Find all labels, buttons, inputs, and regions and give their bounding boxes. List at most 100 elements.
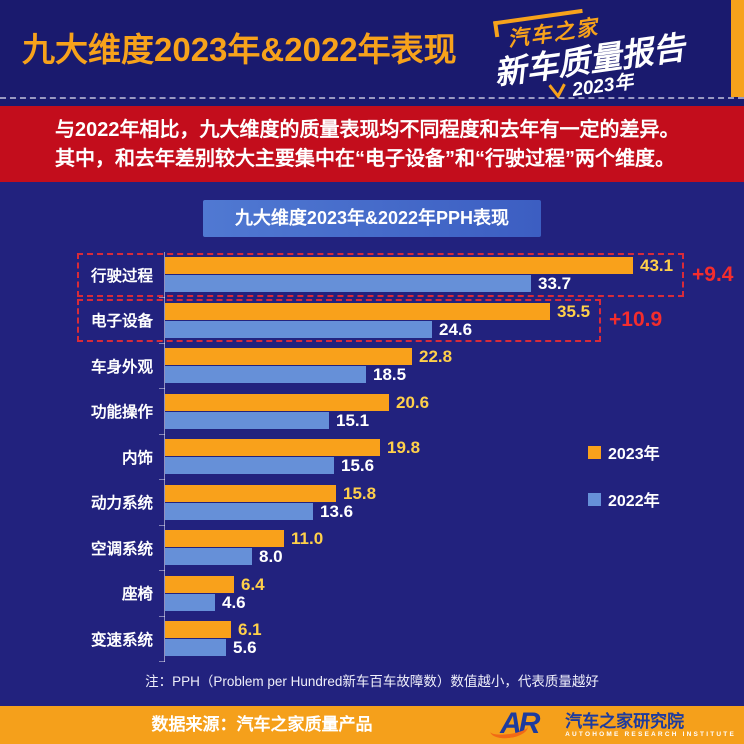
autohome-research-logo: AR 汽车之家研究院 AUTOHOME RESEARCH INSTITUTE xyxy=(489,706,736,744)
value-label: 6.1 xyxy=(238,620,262,640)
category-label: 动力系统 xyxy=(90,495,153,513)
value-label: 13.6 xyxy=(320,501,354,521)
value-label: 4.6 xyxy=(222,592,246,612)
chart-row: 车身外观 22.8 18.5 xyxy=(0,343,744,389)
bar-group: 6.4 4.6 xyxy=(159,570,744,616)
value-label: 20.6 xyxy=(396,392,430,412)
value-label: 24.6 xyxy=(439,319,473,339)
bar-2022年 xyxy=(165,457,334,475)
bar-line: 8.0 xyxy=(165,547,744,567)
bar-2023年 xyxy=(165,302,550,320)
bar-group: 43.1 33.7 xyxy=(159,252,744,298)
category-label: 变速系统 xyxy=(90,631,153,649)
chart-row: 功能操作 20.6 15.1 xyxy=(0,388,744,434)
legend-marker xyxy=(588,445,601,459)
chart-note: 注：PPH（Problem per Hundred新车百车故障数）数值越小，代表… xyxy=(145,674,599,689)
category-label: 行驶过程 xyxy=(90,267,153,285)
value-label: 11.0 xyxy=(291,529,324,549)
chart-legend: 2023年 2022年 xyxy=(588,442,660,510)
bar-line: 35.5 xyxy=(165,301,744,321)
bar-line: 20.6 xyxy=(165,392,744,412)
legend-label: 2023年 xyxy=(608,446,660,463)
org-name-en: AUTOHOME RESEARCH INSTITUTE xyxy=(565,731,736,738)
diff-annotation: +9.4 xyxy=(692,262,734,286)
chart-row: 变速系统 6.1 5.6 xyxy=(0,616,744,662)
bar-2022年 xyxy=(165,502,313,520)
category-label: 功能操作 xyxy=(90,404,153,422)
category-label: 内饰 xyxy=(121,449,153,467)
category-label: 电子设备 xyxy=(90,313,153,331)
bar-chart: 行驶过程 43.1 33.7 +9.4 电子设备 35.5 24.6 +10.9 车身外观 22.… xyxy=(0,252,744,662)
value-label: 8.0 xyxy=(259,547,283,567)
bar-line: 19.8 xyxy=(165,438,744,458)
bar-group: 15.8 13.6 xyxy=(159,479,744,525)
highlight-box xyxy=(77,253,684,297)
legend-marker xyxy=(588,492,601,506)
bar-2023年 xyxy=(165,484,336,502)
bar-line: 43.1 xyxy=(165,256,744,276)
header-divider xyxy=(0,97,744,99)
value-label: 6.4 xyxy=(241,574,265,594)
value-label: 35.5 xyxy=(557,301,591,321)
value-label: 18.5 xyxy=(373,365,407,385)
chart-row: 行驶过程 43.1 33.7 +9.4 xyxy=(0,252,744,298)
bar-2023年 xyxy=(165,393,389,411)
bar-2022年 xyxy=(165,320,432,338)
bar-2023年 xyxy=(165,348,412,366)
header: 九大维度2023年&2022年表现 汽车之家 新车质量报告 2023年 xyxy=(0,0,744,101)
bar-group: 22.8 18.5 xyxy=(159,343,744,389)
bar-group: 6.1 5.6 xyxy=(159,616,744,662)
bar-line: 33.7 xyxy=(165,274,744,294)
bar-2023年 xyxy=(165,530,284,548)
bar-line: 15.1 xyxy=(165,410,744,430)
value-label: 22.8 xyxy=(419,347,453,367)
summary-banner: 与2022年相比，九大维度的质量表现均不同程度和去年有一定的差异。 其中，和去年… xyxy=(0,106,744,182)
bar-line: 22.8 xyxy=(165,347,744,367)
diff-annotation: +10.9 xyxy=(609,308,663,332)
brand-logo: 汽车之家 新车质量报告 2023年 xyxy=(487,0,726,111)
chart-panel: 九大维度2023年&2022年PPH表现 行驶过程 43.1 33.7 +9.4 电子设… xyxy=(0,182,744,706)
value-label: 19.8 xyxy=(387,438,421,458)
value-label: 43.1 xyxy=(640,256,674,276)
org-name-block: 汽车之家研究院 AUTOHOME RESEARCH INSTITUTE xyxy=(565,712,736,738)
bar-line: 18.5 xyxy=(165,365,744,385)
chart-row: 动力系统 15.8 13.6 xyxy=(0,479,744,525)
bar-line: 15.6 xyxy=(165,456,744,476)
bar-line: 24.6 xyxy=(165,319,744,339)
bar-2023年 xyxy=(165,621,231,639)
value-label: 15.1 xyxy=(336,410,370,430)
highlight-box xyxy=(77,298,601,342)
chart-row: 空调系统 11.0 8.0 xyxy=(0,525,744,571)
category-label: 车身外观 xyxy=(90,358,153,376)
footer: 数据来源：汽车之家质量产品 AR 汽车之家研究院 AUTOHOME RESEAR… xyxy=(0,706,744,744)
bar-line: 6.1 xyxy=(165,620,744,640)
bar-2022年 xyxy=(165,639,226,657)
chart-row: 内饰 19.8 15.6 xyxy=(0,434,744,480)
bar-2022年 xyxy=(165,411,329,429)
data-source-text: 数据来源：汽车之家质量产品 xyxy=(151,715,373,734)
bar-line: 11.0 xyxy=(165,529,744,549)
legend-item: 2023年 xyxy=(588,442,660,463)
value-label: 15.6 xyxy=(341,456,375,476)
chart-row: 电子设备 35.5 24.6 +10.9 xyxy=(0,297,744,343)
chart-title: 九大维度2023年&2022年PPH表现 xyxy=(203,200,541,237)
value-label: 15.8 xyxy=(343,483,377,503)
bar-line: 13.6 xyxy=(165,501,744,521)
ar-logo-icon: AR xyxy=(489,706,556,744)
page-title: 九大维度2023年&2022年表现 xyxy=(22,31,457,68)
category-label: 空调系统 xyxy=(90,540,153,558)
checkmark-icon xyxy=(548,83,566,99)
bar-line: 5.6 xyxy=(165,639,744,657)
bar-group: 11.0 8.0 xyxy=(159,525,744,571)
legend-label: 2022年 xyxy=(608,493,660,510)
chart-row: 座椅 6.4 4.6 xyxy=(0,570,744,616)
bar-line: 15.8 xyxy=(165,483,744,503)
value-label: 33.7 xyxy=(538,274,572,294)
bar-line: 4.6 xyxy=(165,592,744,612)
bar-2022年 xyxy=(165,275,531,293)
bar-group: 20.6 15.1 xyxy=(159,388,744,434)
bar-2023年 xyxy=(165,575,234,593)
logo-year-row: 2023年 xyxy=(548,67,635,105)
summary-line-2: 其中，和去年差别较大主要集中在“电子设备”和“行驶过程”两个维度。 xyxy=(55,148,675,170)
